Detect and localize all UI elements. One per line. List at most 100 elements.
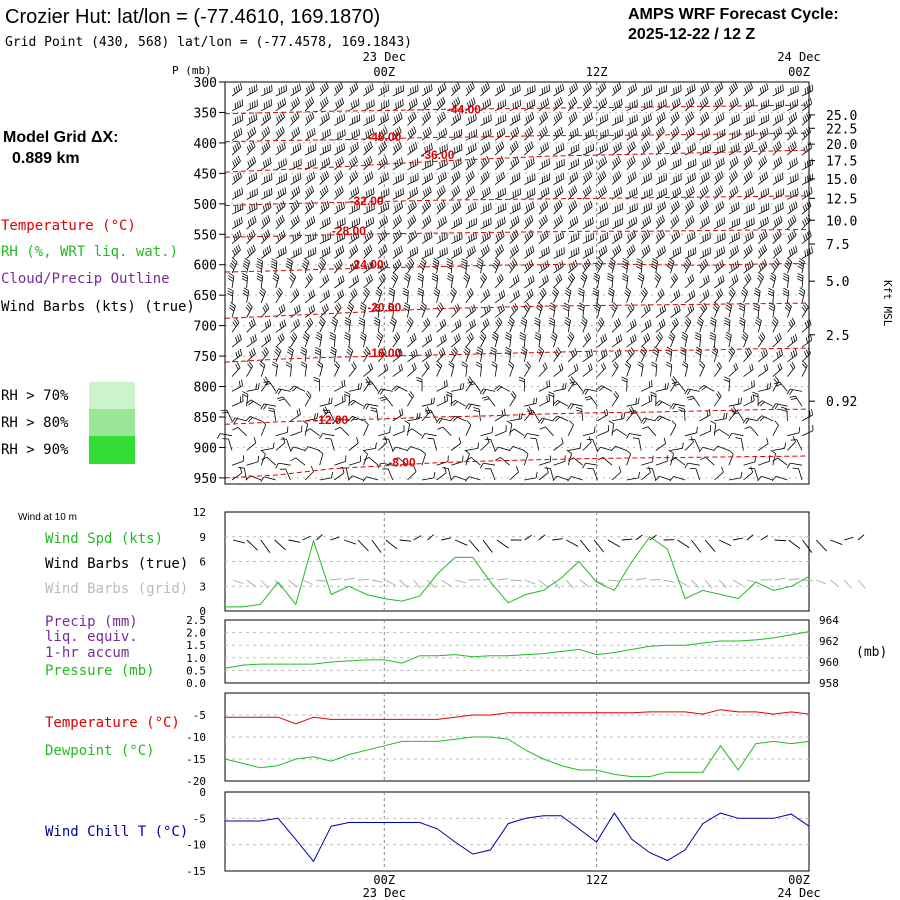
wind-barb — [378, 426, 391, 437]
wind-barb — [319, 157, 331, 171]
wind-barb — [753, 302, 760, 318]
wind-barb — [481, 396, 496, 407]
wind-barb — [789, 395, 803, 407]
wind-barb — [655, 318, 666, 333]
panel-frame — [224, 619, 810, 684]
wind-barb — [246, 437, 257, 451]
wind-barb — [392, 385, 408, 392]
top-time-label: 00Z — [788, 65, 810, 79]
wind-barb — [421, 471, 436, 481]
top-date-label: 24 Dec — [777, 50, 820, 64]
wind-barb — [304, 200, 315, 215]
wind-barb — [640, 140, 651, 156]
wind-barb — [392, 332, 401, 348]
wind-barb — [699, 232, 711, 245]
wind-barb — [436, 318, 447, 333]
wind-barb — [436, 82, 447, 97]
wind-barb — [524, 245, 535, 259]
wind-barb — [508, 258, 518, 274]
wind-barb — [290, 126, 301, 141]
temperature-contour-line — [224, 347, 810, 363]
wind-barb — [654, 475, 671, 482]
wind-barb — [582, 332, 592, 348]
wind-barb — [714, 82, 724, 97]
wind-barb — [567, 376, 576, 392]
wind-barb — [479, 462, 496, 469]
panel-frame — [224, 692, 810, 782]
pressure-tick-label: 400 — [194, 137, 217, 152]
wind-barb — [509, 390, 517, 407]
wind-barb — [626, 244, 636, 259]
wind-barb — [538, 417, 554, 424]
wind-barb — [567, 200, 578, 215]
wind-barb — [567, 171, 579, 185]
temperature-contour-line — [224, 195, 810, 207]
wind-barb — [772, 140, 782, 156]
wind-barb — [260, 333, 272, 348]
true-wind-barb — [816, 539, 827, 552]
wind-barb — [344, 332, 351, 348]
wind-barb — [524, 112, 535, 126]
wind-barb — [289, 446, 306, 452]
true-wind-barb — [593, 539, 605, 553]
wind-barb — [382, 468, 394, 481]
temperature-contour-line — [224, 132, 810, 143]
wind-barb — [597, 201, 608, 215]
wind-barb — [304, 96, 314, 112]
wind-barb — [363, 83, 374, 97]
wind-barb — [567, 476, 583, 482]
wind-barb — [304, 317, 314, 333]
wind-barb — [564, 316, 571, 333]
wind-barb — [392, 245, 403, 259]
wind-barb — [678, 406, 686, 421]
wind-barb — [442, 467, 452, 481]
wind-barb — [479, 272, 488, 289]
wind-barb — [450, 170, 461, 185]
wind-barb — [593, 272, 600, 289]
wind-barb — [275, 200, 286, 215]
wind-barb — [636, 258, 643, 274]
wind-barb — [787, 245, 798, 259]
wind-barb — [787, 84, 799, 97]
wind-barb — [596, 385, 613, 392]
panel-frame — [224, 511, 810, 612]
wind-barb — [728, 362, 739, 377]
wind-barb — [596, 446, 613, 453]
wind-barb — [363, 155, 373, 171]
wind-barb — [392, 425, 405, 437]
true-wind-barb — [732, 537, 743, 541]
wind-barb — [641, 455, 654, 466]
wind-barb — [786, 462, 803, 469]
wind-barb — [743, 82, 753, 97]
wind-barb — [611, 466, 622, 481]
wind-barb — [551, 287, 559, 303]
wind-barb — [757, 475, 773, 482]
wind-barb — [348, 186, 360, 200]
wind-barb — [407, 141, 418, 156]
cross-section-frame — [224, 81, 810, 485]
wind-barb — [640, 172, 652, 185]
wind-barb — [538, 142, 549, 156]
wind-barb — [447, 272, 454, 289]
wind-barb — [772, 333, 782, 348]
wind-barb — [621, 258, 629, 274]
wind-barb — [564, 287, 572, 303]
wind-barb — [626, 155, 636, 171]
wind-barb — [772, 172, 784, 185]
grid-wind-barb — [788, 578, 800, 581]
true-wind-barb — [843, 536, 854, 541]
pressure-tick-label: 350 — [194, 106, 217, 121]
wind-barb — [524, 99, 536, 112]
wind-barb — [480, 98, 492, 112]
wind-barb — [392, 363, 403, 377]
wind-barb — [242, 391, 249, 407]
wind-barb — [537, 346, 545, 362]
wind-barb — [346, 346, 354, 362]
wind-barb — [494, 171, 505, 185]
wind-barb — [334, 156, 344, 171]
wind-barb — [597, 113, 609, 126]
wind-barb — [582, 232, 594, 245]
wind-barb — [228, 302, 236, 318]
wind-barb — [699, 127, 711, 141]
wind-barb — [610, 302, 618, 318]
